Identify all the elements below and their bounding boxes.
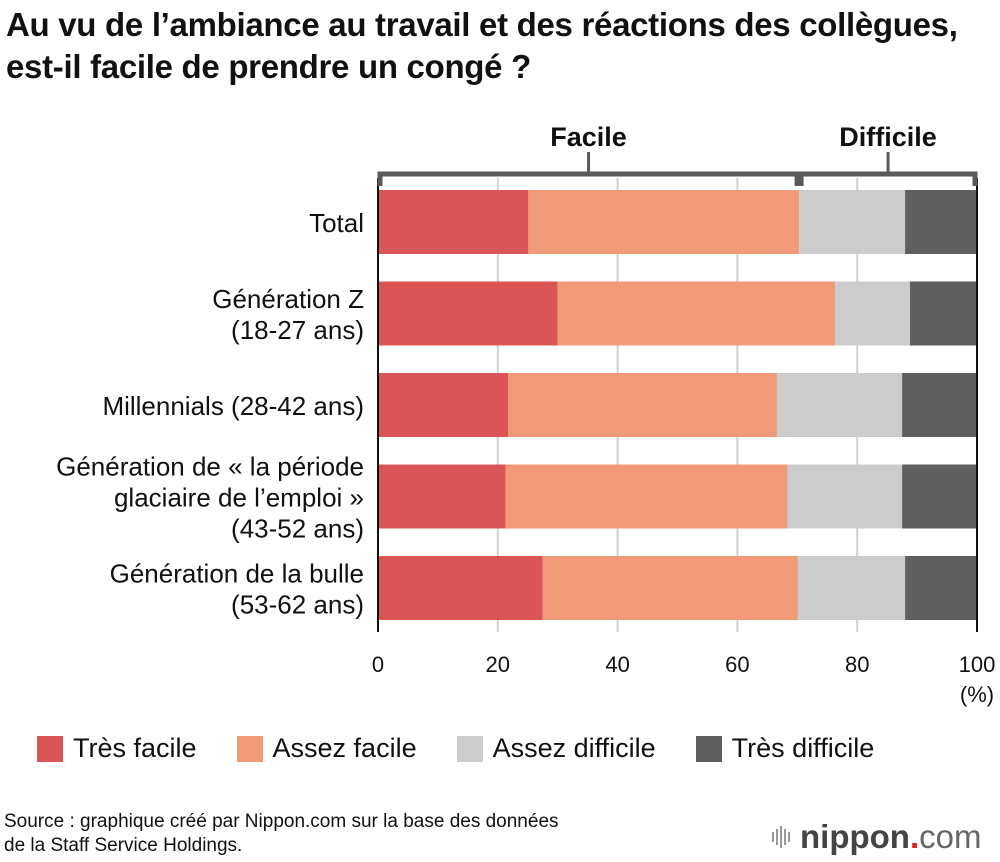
bar-segment	[542, 556, 798, 620]
x-tick-label: 80	[845, 652, 869, 677]
x-tick-label: 20	[486, 652, 510, 677]
category-label: Génération de « la période	[56, 452, 364, 482]
bar-segment	[797, 556, 906, 620]
bar-segment	[378, 190, 529, 254]
category-label: Génération de la bulle	[110, 559, 364, 589]
category-label: Génération Z	[212, 284, 364, 314]
bar-segment	[787, 464, 903, 529]
legend-swatch	[236, 735, 263, 762]
sound-bars-icon	[772, 826, 792, 848]
legend-item-tres-facile: Très facile	[37, 733, 197, 764]
x-tick-label: 100	[959, 652, 996, 677]
legend-swatch	[37, 735, 63, 762]
legend-item-assez-difficile: Assez difficile	[456, 733, 656, 764]
legend-label: Très difficile	[731, 733, 875, 763]
bar-segment	[835, 281, 910, 346]
group-bracket	[798, 171, 978, 186]
bar-segment	[378, 464, 506, 529]
category-label: (53-62 ans)	[231, 590, 364, 620]
bar-segment	[378, 373, 508, 437]
group-bracket	[377, 171, 800, 186]
source-line: Source : graphique créé par Nippon.com s…	[4, 811, 559, 832]
legend-label: Très facile	[73, 733, 197, 763]
x-unit-label: (%)	[960, 682, 994, 707]
category-label: Total	[309, 208, 364, 238]
bar-segment	[902, 464, 977, 529]
group-label: Difficile	[839, 122, 937, 152]
x-tick-label: 0	[372, 652, 384, 677]
bar-segment	[378, 281, 558, 346]
bar-segment	[507, 373, 777, 437]
bar-segment	[799, 190, 906, 254]
x-tick-label: 60	[725, 652, 749, 677]
nippon-logo: nippon. com	[772, 818, 981, 856]
bar-segment	[905, 190, 977, 254]
category-label: Millennials (28-42 ans)	[102, 391, 364, 421]
category-label: glaciaire de l’emploi »	[114, 483, 364, 513]
bar-segment	[557, 281, 836, 346]
bar-segment	[902, 373, 977, 437]
legend-label: Assez difficile	[492, 733, 656, 763]
source-note: Source : graphique créé par Nippon.com s…	[4, 810, 559, 858]
x-tick-label: 40	[605, 652, 629, 677]
source-line: de la Staff Service Holdings.	[4, 835, 243, 856]
legend-item-tres-difficile: Très difficile	[695, 733, 875, 764]
category-label: (18-27 ans)	[231, 315, 364, 345]
logo-suffix: com	[919, 818, 982, 855]
logo-name: nippon	[800, 818, 910, 855]
legend-label: Assez facile	[272, 733, 417, 763]
bar-segment	[905, 556, 977, 620]
group-label: Facile	[550, 122, 627, 152]
legend: Très facile Assez facile Assez difficile…	[37, 733, 914, 764]
legend-item-assez-facile: Assez facile	[236, 733, 417, 764]
chart: Total Génération Z(18-27 ans) Millennials …	[56, 122, 996, 707]
bar-segment	[909, 281, 977, 346]
legend-swatch	[456, 735, 483, 762]
legend-swatch	[695, 735, 722, 762]
bar-segment	[378, 556, 543, 620]
bar-segment	[505, 464, 788, 529]
bar-segment	[528, 190, 800, 254]
chart-title: Au vu de l’ambiance au travail et des ré…	[6, 6, 958, 85]
category-label: (43-52 ans)	[231, 514, 364, 544]
logo-dot: .	[909, 818, 920, 855]
bar-segment	[776, 373, 903, 437]
